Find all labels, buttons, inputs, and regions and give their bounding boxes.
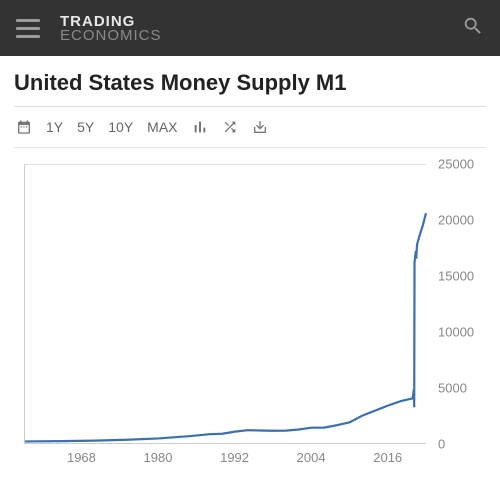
menu-icon[interactable] <box>16 19 40 38</box>
logo[interactable]: TRADING ECONOMICS <box>60 14 162 43</box>
y-tick-label: 25000 <box>438 157 474 172</box>
download-icon[interactable] <box>252 119 268 135</box>
y-tick-label: 5000 <box>438 381 467 396</box>
x-tick-label: 2016 <box>373 450 402 465</box>
page-title: United States Money Supply M1 <box>14 70 486 107</box>
logo-text-2: ECONOMICS <box>60 28 162 43</box>
chart-plot[interactable] <box>24 164 426 444</box>
range-max[interactable]: MAX <box>147 119 177 135</box>
range-1y[interactable]: 1Y <box>46 119 63 135</box>
chart-toolbar: 1Y 5Y 10Y MAX <box>14 107 486 148</box>
range-10y[interactable]: 10Y <box>108 119 133 135</box>
x-axis-labels: 1968 1980 1992 2004 2016 <box>24 450 426 470</box>
chart-type-icon[interactable] <box>192 119 208 135</box>
range-5y[interactable]: 5Y <box>77 119 94 135</box>
x-tick-label: 1980 <box>144 450 173 465</box>
y-tick-label: 15000 <box>438 269 474 284</box>
shuffle-icon[interactable] <box>222 119 238 135</box>
y-axis-labels: 0500010000150002000025000 <box>432 164 486 444</box>
top-bar: TRADING ECONOMICS <box>0 0 500 56</box>
content: United States Money Supply M1 1Y 5Y 10Y … <box>0 56 500 474</box>
top-bar-left: TRADING ECONOMICS <box>16 14 162 43</box>
search-icon[interactable] <box>462 15 484 42</box>
y-tick-label: 0 <box>438 437 445 452</box>
chart-area: 0 5000 10000 15000 20000 25000 1968 1980 1992 20… <box>14 154 486 474</box>
x-tick-label: 1992 <box>220 450 249 465</box>
calendar-icon[interactable] <box>16 119 32 135</box>
y-tick-label: 20000 <box>438 213 474 228</box>
x-tick-label: 2004 <box>297 450 326 465</box>
x-tick-label: 1968 <box>67 450 96 465</box>
y-tick-label: 10000 <box>438 325 474 340</box>
